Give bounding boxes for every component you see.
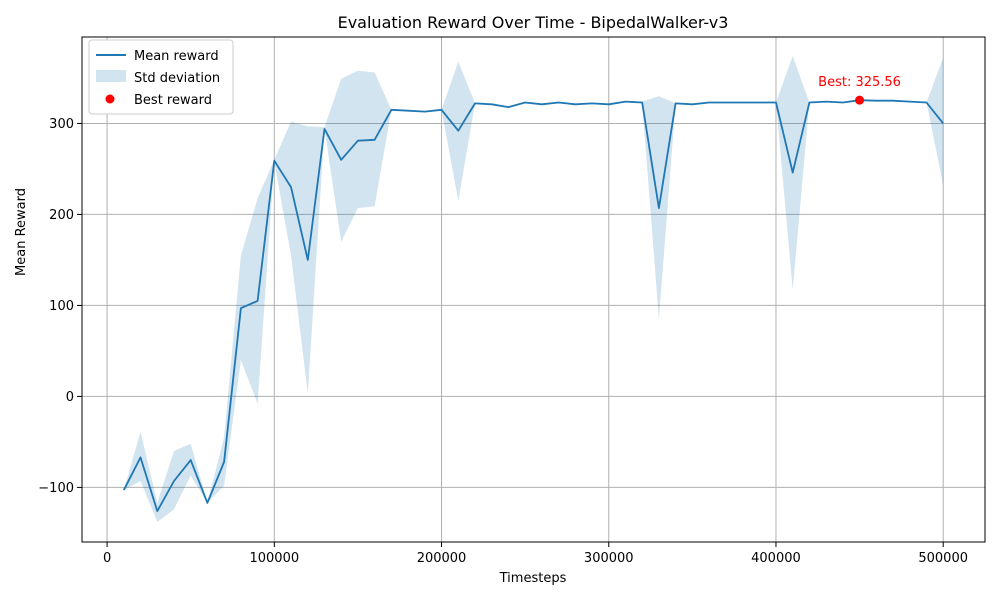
y-axis-label: Mean Reward: [14, 188, 29, 276]
legend: Mean reward Std deviation Best reward: [88, 39, 234, 115]
legend-marker-swatch: [105, 94, 115, 104]
plot-area: Best: 325.56 0 100000 200000 300000 400000 500…: [38, 36, 986, 566]
y-tick-label: 200: [49, 208, 74, 223]
legend-label-best: Best reward: [134, 93, 212, 108]
x-tick-label: 0: [103, 551, 111, 566]
x-tick-label: 400000: [751, 551, 801, 566]
axes-frame: [81, 36, 986, 543]
y-tick-label: 100: [49, 299, 74, 314]
x-tick-label: 100000: [249, 551, 299, 566]
chart-title: Evaluation Reward Over Time - BipedalWal…: [338, 13, 729, 32]
x-tick-label: 200000: [417, 551, 467, 566]
mean-reward-line: [122, 99, 944, 513]
legend-box: [88, 39, 234, 115]
x-tick-label: 500000: [918, 551, 968, 566]
std-deviation-band: [123, 56, 944, 522]
legend-label-mean: Mean reward: [134, 49, 219, 64]
best-reward-marker: [855, 95, 865, 105]
legend-band-swatch: [96, 70, 126, 82]
legend-label-std: Std deviation: [134, 71, 220, 86]
y-tick-label: −100: [38, 481, 74, 496]
x-axis-label: Timesteps: [499, 571, 567, 586]
best-reward-annotation: Best: 325.56: [818, 75, 901, 90]
y-tick-label: 300: [49, 117, 74, 132]
x-tick-label: 300000: [584, 551, 634, 566]
y-tick-label: 0: [66, 390, 74, 405]
